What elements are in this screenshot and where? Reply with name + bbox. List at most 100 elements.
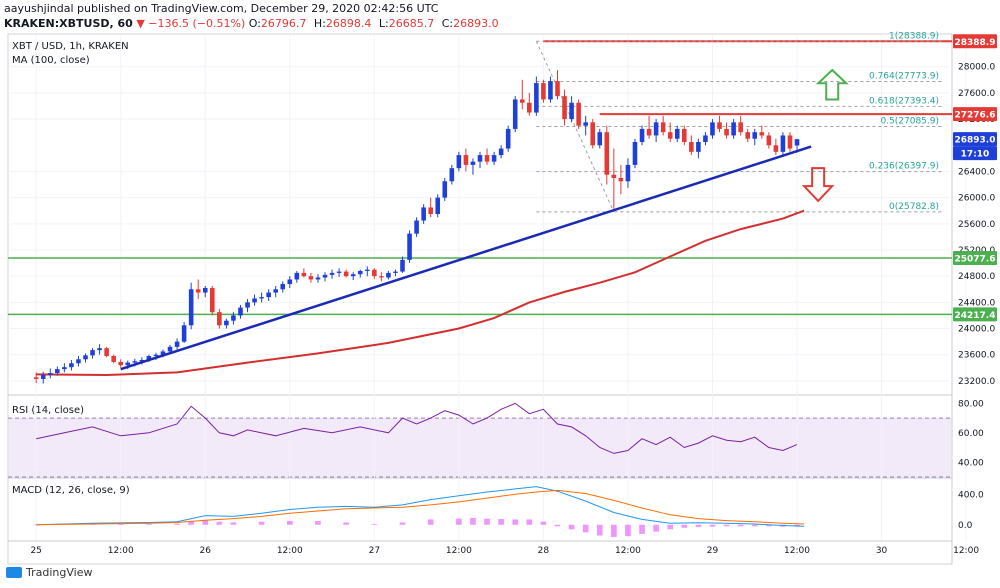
candle-body: [639, 128, 645, 142]
open-value: 26796.7: [260, 17, 307, 30]
support-price-label: 24217.4: [955, 311, 996, 321]
candle-body: [139, 359, 145, 362]
time-tick-label: 27: [369, 546, 380, 556]
candle-body: [773, 145, 779, 152]
macd-histogram-bar: [286, 520, 293, 525]
candle-body: [379, 276, 384, 278]
candle-body: [442, 181, 448, 198]
candle-body: [125, 362, 131, 366]
candle-body: [703, 135, 708, 142]
resistance-price-label: 27276.6: [955, 111, 996, 121]
resistance-price-label-bg: [953, 34, 997, 49]
candle-body: [308, 276, 314, 280]
candle-body: [400, 259, 405, 272]
fib-level-label: 0.236(26397.9): [869, 162, 939, 172]
macd-histogram-bar: [315, 520, 321, 525]
candle-body: [266, 292, 271, 298]
chart-title-legend: XBT / USD, 1h, KRAKEN: [12, 41, 129, 52]
fib-level-label: 1(28388.9): [889, 31, 939, 41]
candle-body: [47, 373, 53, 376]
candle-body: [512, 99, 518, 129]
candle-body: [646, 128, 652, 136]
candle-body: [766, 135, 772, 146]
macd-histogram-bar: [596, 524, 603, 536]
candle-body: [280, 284, 286, 290]
candle-body: [329, 272, 335, 275]
candle-body: [181, 325, 187, 342]
candle-body: [407, 233, 412, 260]
candle-body: [710, 122, 715, 136]
rsi-band: [8, 418, 952, 477]
candle-body: [653, 122, 659, 136]
candle-body: [498, 148, 504, 156]
candle-body: [245, 302, 250, 308]
candle-body: [491, 155, 497, 162]
macd-histogram-bar: [611, 524, 617, 537]
macd-histogram-bar: [526, 519, 533, 525]
macd-tick-label: 0.0: [958, 521, 973, 531]
candle-body: [55, 369, 60, 374]
macd-histogram-bar: [498, 519, 504, 525]
candle-body: [252, 298, 257, 303]
macd-histogram-bar: [484, 518, 490, 525]
support-price-label-bg: [953, 307, 997, 322]
support-price-label-bg: [953, 251, 997, 266]
candle-body: [689, 142, 694, 152]
candle-body: [752, 132, 758, 139]
macd-histogram-bar: [470, 517, 476, 525]
close-label: C:: [441, 17, 454, 30]
candle-body: [794, 139, 800, 146]
candle-body: [83, 355, 88, 360]
candle-countdown-label: 17:10: [961, 150, 990, 160]
price-tick-label: 23600.0: [958, 351, 995, 361]
candle-body: [104, 348, 109, 357]
candle-body: [322, 274, 328, 278]
candle-body: [393, 271, 398, 273]
candle-body: [555, 81, 560, 97]
resistance-price-label: 28388.9: [955, 38, 996, 48]
candle-body: [153, 354, 159, 357]
time-tick-label: 25: [30, 546, 41, 556]
candle-body: [470, 161, 476, 165]
candle-body: [97, 348, 102, 351]
time-tick-label: 12:00: [446, 546, 472, 556]
macd-histogram-bar: [202, 520, 209, 525]
tradingview-logo[interactable]: TradingView: [6, 566, 92, 579]
ohlc-summary: KRAKEN:XBTUSD, 60 ▼ −136.5 (−0.51%) O:26…: [4, 17, 503, 30]
support-price-label: 25077.6: [955, 255, 996, 265]
candle-body: [456, 155, 462, 169]
price-tick-label: 28000.0: [958, 63, 995, 73]
macd-histogram-bar: [146, 523, 152, 525]
macd-legend: MACD (12, 26, close, 9): [12, 485, 130, 496]
candle-body: [202, 287, 208, 293]
up-arrow-icon: [815, 68, 849, 101]
fib-level-label: 0.618(27393.4): [869, 96, 939, 106]
macd-histogram-bar: [695, 524, 702, 528]
candle-body: [301, 272, 307, 277]
candle-body: [350, 274, 356, 277]
fib-level-label: 0(25782.8): [889, 202, 939, 212]
rsi-legend: RSI (14, close): [12, 405, 85, 416]
candle-body: [231, 315, 236, 321]
candle-body: [372, 269, 377, 277]
candle-body: [604, 132, 610, 175]
macd-tick-label: 400.0: [958, 490, 984, 500]
macd-line: [36, 486, 805, 527]
candle-body: [224, 320, 229, 326]
candle-body: [519, 99, 525, 103]
candle-body: [527, 102, 532, 113]
candle-body: [386, 272, 391, 278]
last-price-label-bg: [953, 132, 997, 147]
macd-histogram-bar: [33, 524, 39, 526]
down-arrow-icon: [801, 167, 835, 203]
candle-body: [259, 297, 264, 299]
candle-body: [174, 341, 180, 347]
candle-body: [696, 142, 701, 152]
candle-body: [674, 128, 680, 139]
ma-100-line: [36, 209, 805, 377]
time-tick-label: 28: [538, 546, 550, 556]
fib-level-label: 0.5(27085.9): [880, 117, 939, 127]
time-tick-label: 12:00: [615, 546, 641, 556]
macd-histogram-bar: [512, 519, 519, 525]
